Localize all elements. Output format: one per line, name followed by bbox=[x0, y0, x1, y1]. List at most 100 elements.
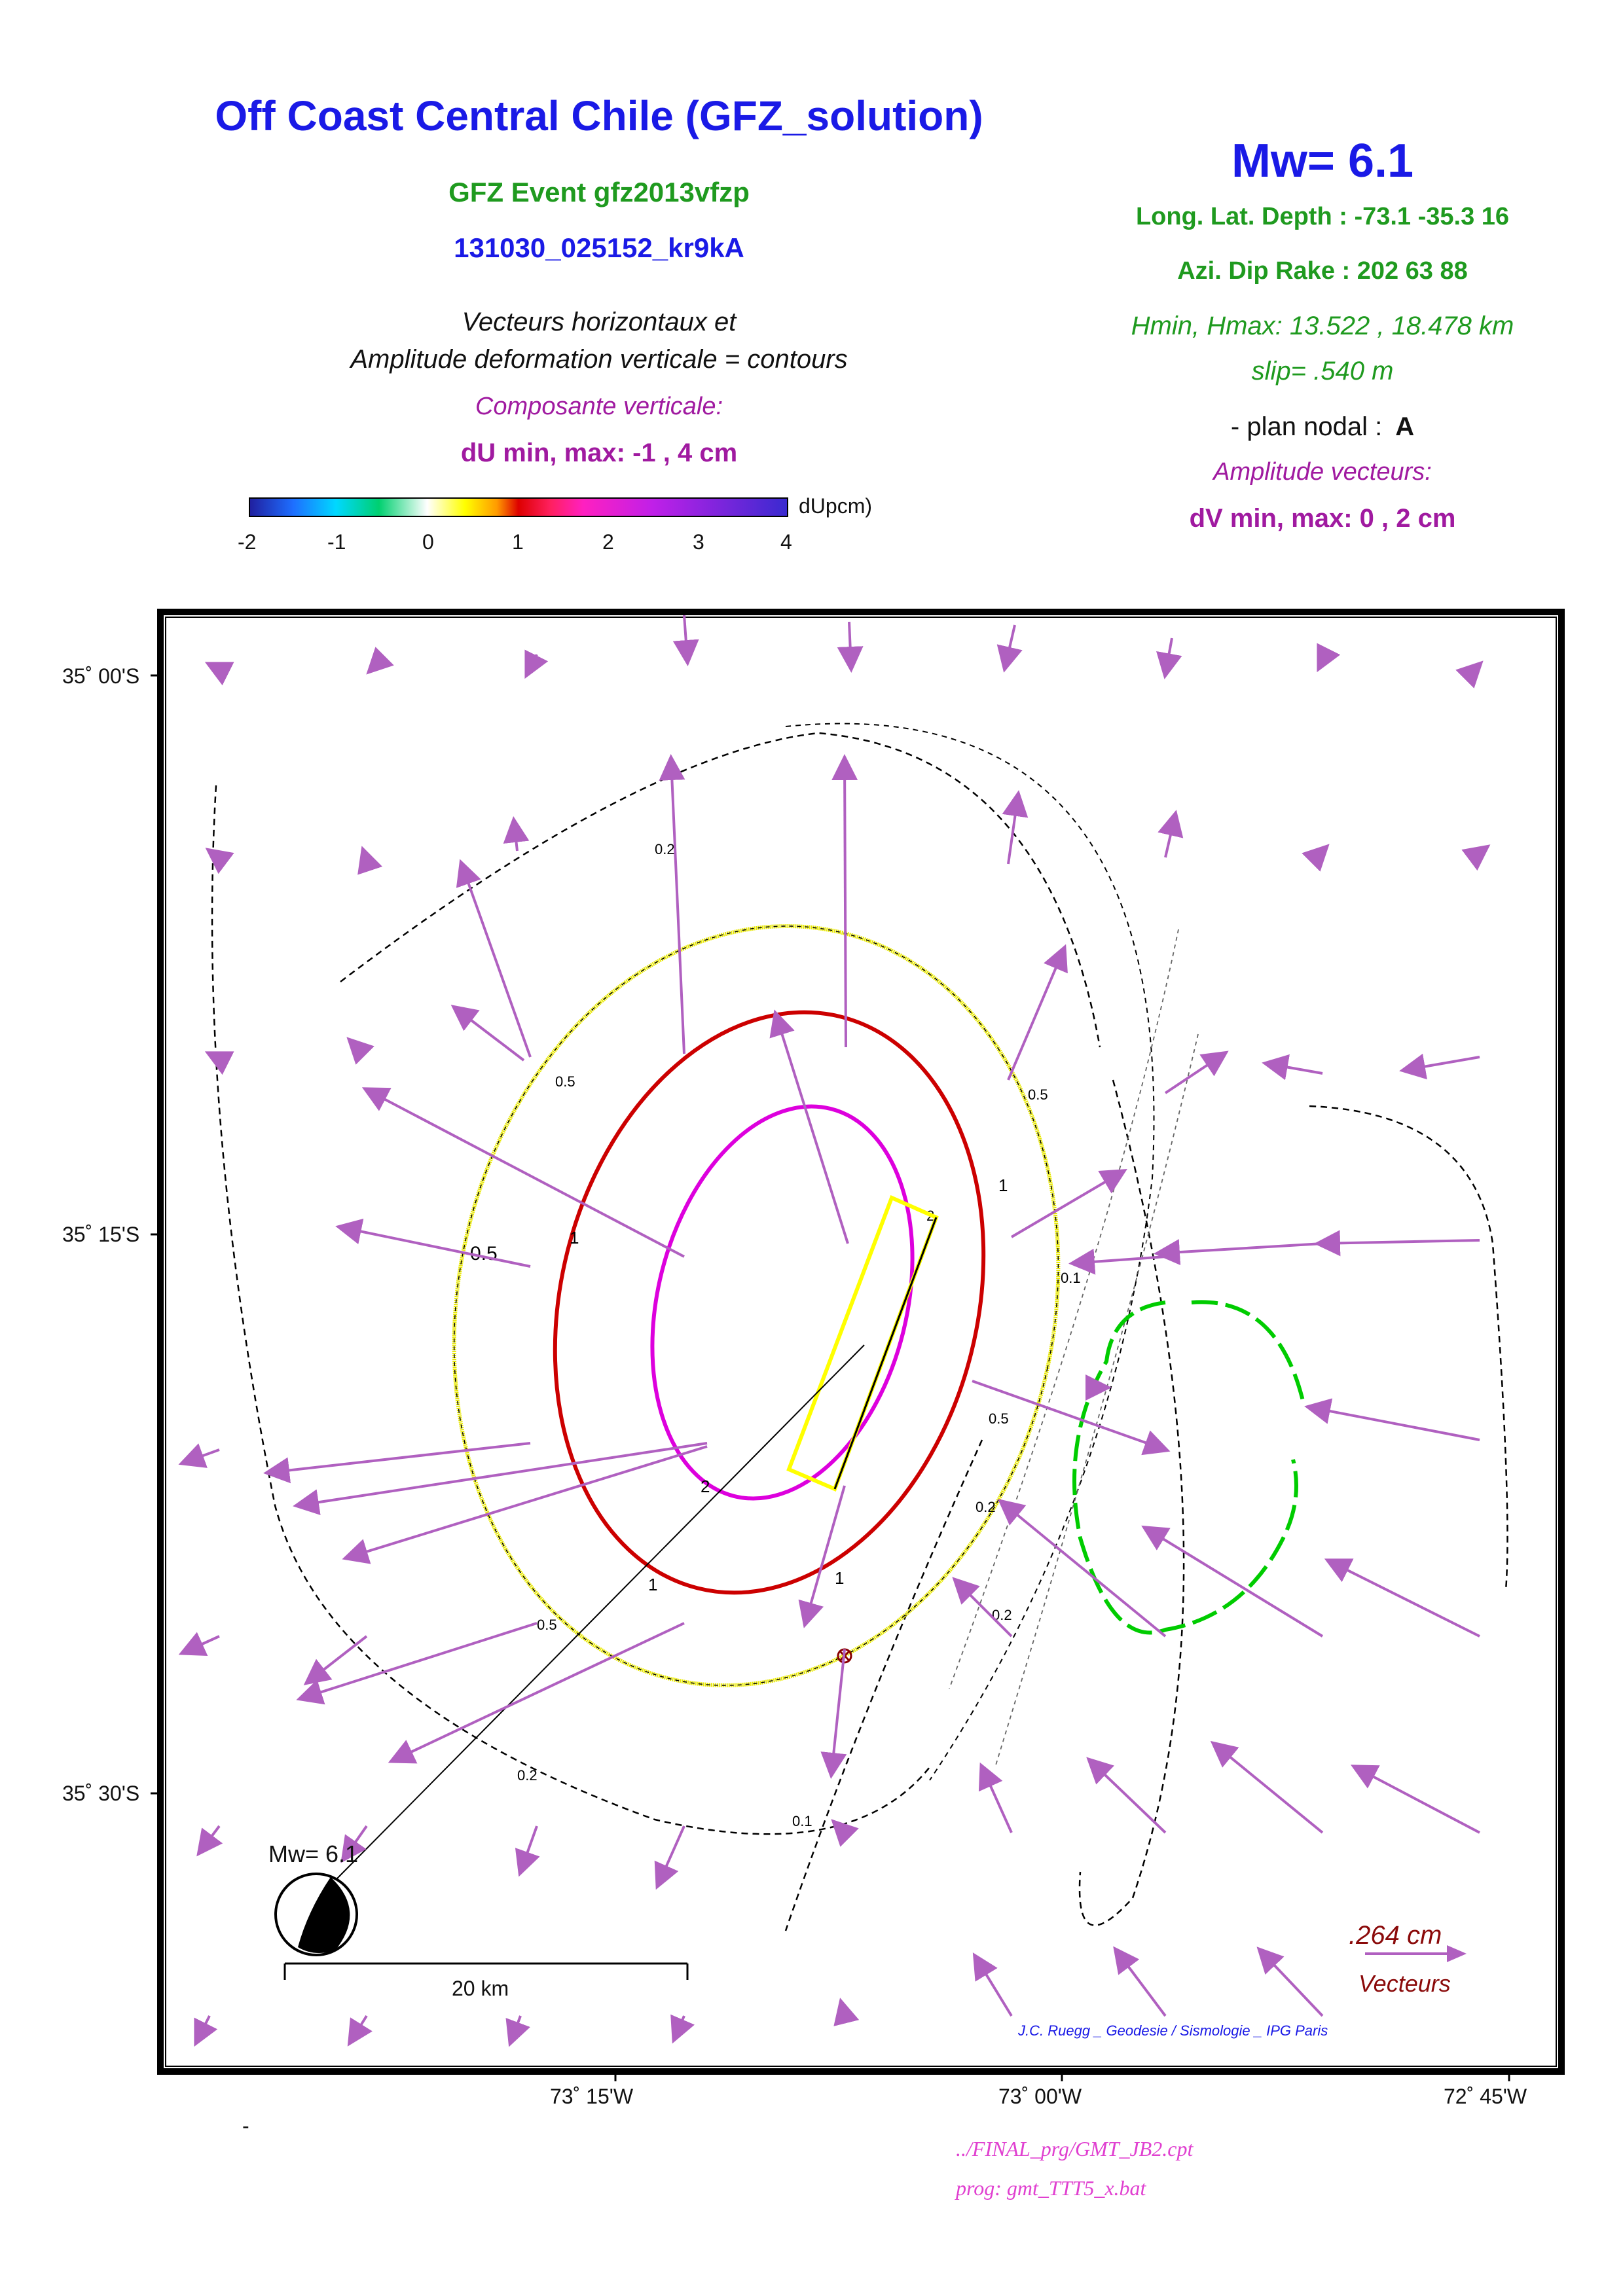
description-line-2: Amplitude deformation verticale = contou… bbox=[350, 345, 848, 374]
frame-ticks bbox=[151, 674, 1510, 2081]
vector-arrow bbox=[335, 1218, 531, 1268]
colorbar-tick: 2 bbox=[602, 530, 614, 554]
contour-negative bbox=[1191, 1300, 1305, 1401]
contour-0.1 bbox=[784, 1439, 983, 1931]
vector-arrow bbox=[831, 1819, 859, 1847]
vector-arrow bbox=[1068, 1248, 1166, 1275]
magnitude: Mw= 6.1 bbox=[1231, 135, 1414, 187]
contour-label: 1 bbox=[835, 1568, 844, 1588]
vector-arrow bbox=[450, 1005, 525, 1062]
contour-label: 0.2 bbox=[655, 841, 675, 857]
contour-negative bbox=[1072, 1300, 1298, 1635]
nodal-plane-value: A bbox=[1395, 412, 1415, 441]
vector-arrow bbox=[388, 1622, 685, 1764]
beachball bbox=[274, 1873, 358, 1956]
vector-arrow bbox=[1002, 790, 1029, 865]
contour-0.5-outline bbox=[453, 925, 1059, 1686]
vector-arrow bbox=[342, 1445, 708, 1564]
vector-amplitude-label: Amplitude vecteurs: bbox=[1213, 458, 1432, 486]
vector-arrow bbox=[952, 1577, 1013, 1638]
credit-line: J.C. Ruegg _ Geodesie / Sismologie _ IPG… bbox=[1018, 2022, 1328, 2039]
vector-arrow bbox=[996, 624, 1023, 673]
dv-minmax: dV min, max: 0 , 2 cm bbox=[1189, 504, 1456, 533]
vector-arrow bbox=[1007, 944, 1068, 1081]
vector-arrow bbox=[1317, 643, 1341, 673]
vector-scale-arrow bbox=[1365, 1945, 1467, 1963]
vector-arrow bbox=[340, 1825, 368, 1863]
vector-arrow bbox=[672, 615, 699, 666]
depth-range: Hmin, Hmax: 13.522 , 18.478 km bbox=[1131, 312, 1514, 340]
vector-arrow bbox=[798, 1485, 846, 1628]
contour-0.1 bbox=[785, 723, 1155, 1781]
vector-arrow bbox=[194, 2015, 218, 2047]
vector-arrow bbox=[1256, 1946, 1324, 2017]
vector-arrow bbox=[1324, 1558, 1480, 1638]
scale-bar-label: 20 km bbox=[452, 1977, 509, 2000]
contour-label: 1 bbox=[998, 1175, 1008, 1195]
vector-arrow bbox=[366, 647, 394, 675]
contour-0.2 bbox=[340, 732, 1101, 1048]
vector-arrow bbox=[820, 1649, 847, 1779]
vector-arrow bbox=[1399, 1053, 1480, 1080]
colorbar-tick: 1 bbox=[512, 530, 524, 554]
map-inner-frame bbox=[165, 617, 1557, 2067]
lat-label: 35˚ 30'S bbox=[62, 1782, 140, 1805]
vector-arrow bbox=[1455, 660, 1484, 689]
vector-arrow bbox=[1158, 810, 1184, 858]
vertical-component-label: Composante verticale: bbox=[475, 393, 723, 420]
vector-arrow bbox=[831, 754, 858, 1048]
slip-value: slip= .540 m bbox=[1251, 357, 1394, 386]
colorbar-tick: -2 bbox=[238, 530, 257, 554]
fault-trace bbox=[833, 1217, 938, 1490]
colorbar-tick: 0 bbox=[422, 530, 434, 554]
contour-1 bbox=[553, 1010, 986, 1595]
vector-arrow bbox=[505, 2015, 530, 2047]
vector-arrow bbox=[524, 649, 549, 679]
contour-2 bbox=[650, 1104, 915, 1501]
contour-label: 1 bbox=[570, 1228, 579, 1247]
lon-label: 73˚ 15'W bbox=[550, 2085, 634, 2108]
vector-arrow bbox=[1210, 1740, 1324, 1834]
nodal-plane-label: - plan nodal : bbox=[1230, 412, 1383, 441]
beachball-link bbox=[337, 1344, 865, 1879]
vector-arrow bbox=[456, 859, 532, 1058]
footer-dash: - bbox=[242, 2114, 249, 2138]
colorbar-tick: 3 bbox=[693, 530, 704, 554]
contour-label: 0.1 bbox=[1061, 1270, 1081, 1286]
vector-arrow bbox=[204, 662, 234, 686]
vector-arrow bbox=[1302, 844, 1330, 872]
vector-arrow bbox=[833, 1998, 860, 2026]
vector-arrow bbox=[1164, 1050, 1229, 1094]
contour-label: 0.5 bbox=[555, 1073, 575, 1090]
description-line-1: Vecteurs horizontaux et bbox=[462, 308, 737, 336]
vector-arrow bbox=[997, 1498, 1167, 1638]
vector-arrow bbox=[347, 2015, 373, 2047]
vector-arrow bbox=[659, 754, 685, 1054]
vector-arrow bbox=[769, 1009, 849, 1244]
nodal-plane: - plan nodal : A bbox=[1034, 412, 1611, 442]
vector-arrow bbox=[1141, 1525, 1324, 1638]
vector-arrow bbox=[196, 1825, 223, 1857]
vector-arrow bbox=[972, 1952, 1013, 2017]
contour-0.1 bbox=[994, 1033, 1199, 1768]
contour-label: 0.2 bbox=[517, 1767, 538, 1784]
cpt-path: ../FINAL_prg/GMT_JB2.cpt bbox=[956, 2137, 1194, 2161]
vector-arrow bbox=[178, 1443, 220, 1468]
vector-arrow bbox=[357, 846, 383, 875]
colorbar-tick: -1 bbox=[327, 530, 346, 554]
vector-arrow bbox=[1314, 1230, 1480, 1257]
vector-arrow bbox=[293, 1442, 708, 1515]
lon-label: 73˚ 00'W bbox=[998, 2085, 1082, 2108]
vector-arrow bbox=[503, 816, 530, 852]
scale-bar bbox=[283, 1962, 689, 1980]
vector-scale-value: .264 cm bbox=[1349, 1921, 1442, 1950]
vector-arrow bbox=[515, 1825, 540, 1877]
du-minmax: dU min, max: -1 , 4 cm bbox=[460, 439, 738, 467]
contour-label: 0.2 bbox=[976, 1499, 996, 1515]
lat-label: 35˚ 15'S bbox=[62, 1223, 140, 1246]
contour-label: 0.1 bbox=[792, 1813, 812, 1829]
colorbar-tick: 4 bbox=[780, 530, 792, 554]
vector-arrow bbox=[1350, 1765, 1480, 1834]
colorbar-unit: dUpcm) bbox=[799, 494, 873, 518]
lat-label: 35˚ 00'S bbox=[62, 664, 140, 688]
